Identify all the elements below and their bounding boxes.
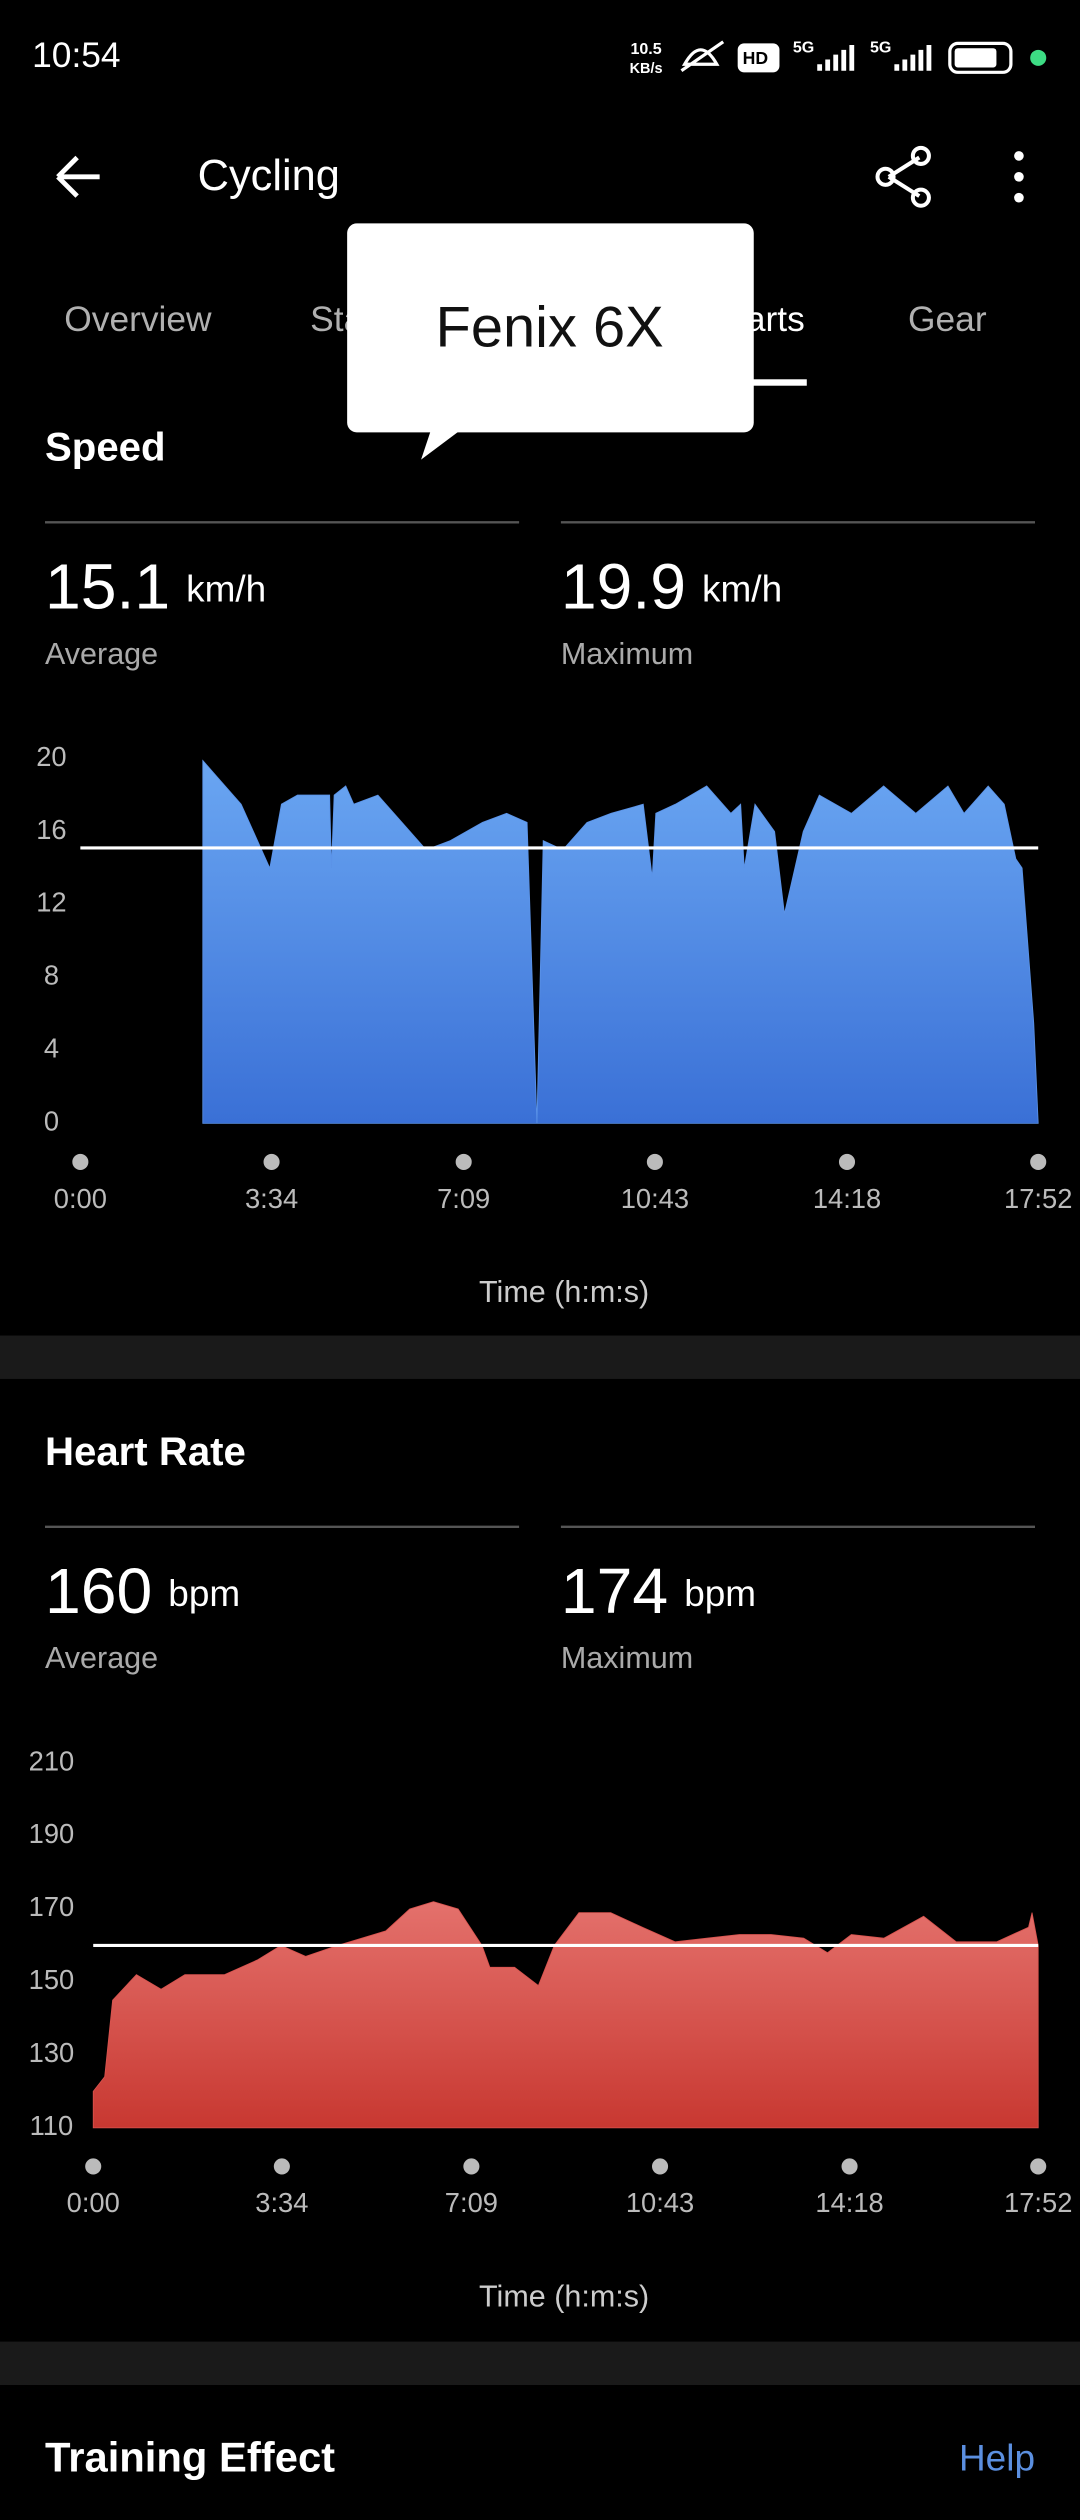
battery-level (954, 48, 997, 68)
stat-value: 174 (561, 1555, 668, 1627)
x-tick-label: 10:43 (626, 2187, 694, 2218)
y-tick-label: 110 (30, 2110, 74, 2141)
y-tick-label: 190 (29, 1818, 75, 1849)
stat-label: Maximum (561, 1641, 693, 1675)
net-speed: 10.5 (630, 40, 661, 58)
hd-badge (737, 43, 780, 73)
stat-unit: bpm (168, 1573, 240, 1614)
x-tick-dot (841, 2158, 858, 2175)
net-unit: KB/s (630, 61, 663, 77)
x-tick-dot (263, 1153, 280, 1170)
x-axis-label: Time (h:m:s) (479, 2279, 649, 2313)
section-title: Speed (45, 425, 166, 470)
tooltip-text: Fenix 6X (436, 295, 664, 359)
x-tick-label: 7:09 (437, 1183, 490, 1214)
battery-icon (948, 41, 1013, 74)
stat: 160 bpm (45, 1555, 240, 1627)
privacy-dot (1030, 49, 1047, 66)
hd-label: HD (743, 48, 769, 68)
tooltip (347, 223, 754, 460)
x-tick-dot (455, 1153, 472, 1170)
x-tick-dot (85, 2158, 102, 2175)
tab[interactable]: Gear (908, 300, 987, 339)
stat: 19.9 km/h (561, 550, 782, 622)
x-tick-dot (72, 1153, 89, 1170)
x-tick-dot (652, 2158, 669, 2175)
stat-label: Maximum (561, 637, 693, 671)
x-tick-dot (463, 2158, 480, 2175)
x-tick-dot (1030, 2158, 1047, 2175)
section-title: Training Effect (45, 2434, 335, 2481)
x-tick-label: 10:43 (621, 1183, 689, 1214)
y-tick-label: 12 (36, 887, 66, 918)
section-separator (0, 2341, 1080, 2385)
stat-unit: km/h (186, 568, 266, 609)
y-tick-label: 16 (36, 814, 66, 845)
help-link[interactable]: Help (959, 2437, 1035, 2478)
sim2-label: 5G (870, 38, 891, 56)
stat: 15.1 km/h (45, 550, 266, 622)
status-time: 10:54 (32, 36, 120, 75)
stat-label: Average (45, 637, 158, 671)
y-tick-label: 150 (29, 1964, 75, 1995)
y-tick-label: 130 (29, 2037, 75, 2068)
stat-value: 160 (45, 1555, 152, 1627)
x-tick-dot (838, 1153, 856, 1170)
x-tick-label: 3:34 (255, 2187, 308, 2218)
stat-unit: bpm (684, 1573, 756, 1614)
x-tick-label: 0:00 (54, 1183, 107, 1214)
stat-value: 19.9 (561, 550, 686, 622)
area (92, 1901, 1039, 2129)
y-tick-label: 0 (44, 1106, 59, 1137)
section-separator (0, 1335, 1080, 1379)
sim1-label: 5G (793, 38, 814, 56)
x-tick-label: 14:18 (813, 1183, 881, 1214)
tab[interactable]: Overview (64, 300, 212, 339)
stat-label: Average (45, 1641, 158, 1675)
x-tick-label: 17:52 (1004, 1183, 1072, 1214)
signal-icon (894, 45, 932, 71)
x-tick-label: 7:09 (445, 2187, 498, 2218)
stat-value: 15.1 (45, 550, 170, 622)
y-tick-label: 8 (44, 960, 59, 991)
x-tick-label: 14:18 (815, 2187, 883, 2218)
x-tick-label: 3:34 (245, 1183, 298, 1214)
menu-button[interactable] (1014, 151, 1024, 203)
area (202, 759, 1039, 1124)
y-tick-label: 20 (36, 741, 66, 772)
x-tick-label: 0:00 (67, 2187, 120, 2218)
x-tick-dot (273, 2158, 290, 2175)
x-axis-label: Time (h:m:s) (479, 1275, 649, 1309)
x-tick-dot (646, 1153, 663, 1170)
x-tick-dot (1030, 1153, 1047, 1170)
stat-unit: km/h (702, 568, 782, 609)
header-title: Cycling (198, 152, 340, 200)
y-tick-label: 170 (29, 1891, 75, 1922)
signal-icon (817, 45, 855, 71)
share-button[interactable] (875, 145, 931, 208)
x-tick-label: 17:52 (1004, 2187, 1072, 2218)
mute-icon (680, 40, 725, 73)
back-button[interactable] (56, 155, 100, 198)
stat: 174 bpm (561, 1555, 756, 1627)
y-tick-label: 210 (29, 1745, 75, 1776)
y-tick-label: 4 (44, 1033, 59, 1064)
section-title: Heart Rate (45, 1429, 246, 1474)
